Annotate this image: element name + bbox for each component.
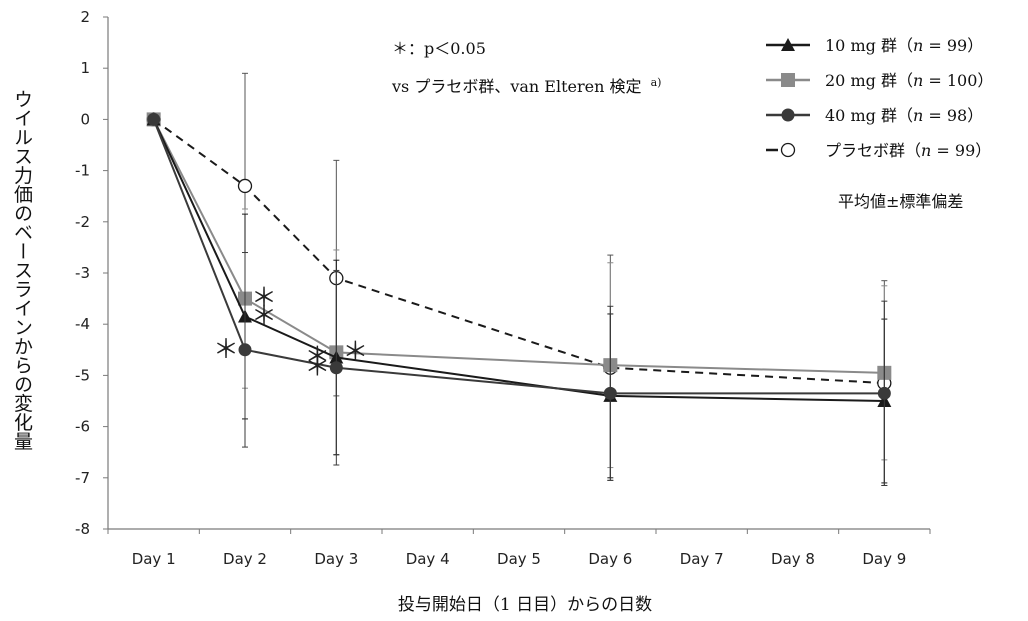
x-tick-label: Day 8 xyxy=(771,550,815,568)
data-point xyxy=(603,386,617,400)
y-tick-label: 1 xyxy=(80,59,90,77)
significance-star: ＊ xyxy=(251,284,277,314)
series-line xyxy=(152,118,885,374)
legend-label: 40 mg 群（n = 98） xyxy=(825,106,983,125)
y-tick-label: 0 xyxy=(80,110,90,128)
significance-note: ＊：p＜0.05 xyxy=(392,39,486,58)
series-2 xyxy=(147,112,891,486)
y-tick-label: -3 xyxy=(75,264,90,282)
legend-item: 40 mg 群（n = 98） xyxy=(766,106,983,125)
y-tick-label: -2 xyxy=(75,213,90,231)
data-point xyxy=(147,112,161,126)
y-tick-label: -8 xyxy=(75,520,90,538)
legend-marker xyxy=(781,38,795,51)
data-point xyxy=(237,178,253,194)
x-tick-label: Day 9 xyxy=(862,550,906,568)
y-tick-label: -1 xyxy=(75,162,90,180)
y-tick-label: -4 xyxy=(75,315,90,333)
series-line xyxy=(153,118,885,385)
legend: 10 mg 群（n = 99） 20 mg 群（n = 100） 40 mg 群（n… xyxy=(766,36,993,160)
test-note-text: vs プラセボ群、van Elteren 検定 xyxy=(391,77,642,96)
x-tick-label: Day 4 xyxy=(406,550,450,568)
legend-label: 10 mg 群（n = 99） xyxy=(825,36,983,55)
significance-star: ＊ xyxy=(342,337,368,367)
significance-star: ＊ xyxy=(213,335,239,365)
x-tick-label: Day 3 xyxy=(314,550,358,568)
y-tick-label: -6 xyxy=(75,418,90,436)
x-tick-label: Day 5 xyxy=(497,550,541,568)
legend-label: 20 mg 群（n = 100） xyxy=(825,71,993,90)
data-point xyxy=(329,361,343,375)
y-tick-label: -5 xyxy=(75,366,90,384)
series-line xyxy=(152,118,885,402)
y-tick-label: 2 xyxy=(80,8,90,26)
test-note-superscript: a) xyxy=(651,76,662,89)
x-tick-label: Day 2 xyxy=(223,550,267,568)
significance-star: ＊ xyxy=(304,353,330,383)
axes: 2 1 0 -1 -2 -3 -4 -5 -6 -7 -8 Day 1 Day 2 Day 3 Day 4 D… xyxy=(75,8,931,568)
significance-star: ＊ xyxy=(304,342,330,372)
legend-marker xyxy=(781,73,795,87)
legend-item: 20 mg 群（n = 100） xyxy=(766,71,993,90)
x-tick-label: Day 6 xyxy=(588,550,632,568)
data-point xyxy=(238,343,252,357)
series-layer xyxy=(146,72,892,486)
x-tick-label: Day 1 xyxy=(132,550,176,568)
stat-note: 平均値±標準偏差 xyxy=(838,192,963,211)
significance-star: ＊ xyxy=(251,302,277,332)
legend-marker xyxy=(781,108,795,122)
legend-item: 10 mg 群（n = 99） xyxy=(766,36,983,55)
legend-marker xyxy=(780,142,796,158)
x-axis-label: 投与開始日（1 日目）からの日数 xyxy=(398,595,652,615)
y-axis-label: ウイルス力価のベースラインからの変化量 xyxy=(11,90,33,451)
y-tick-label: -7 xyxy=(75,469,90,487)
series-3 xyxy=(146,72,892,486)
test-note: vs プラセボ群、van Elteren 検定 a) xyxy=(391,76,661,96)
data-point xyxy=(877,386,891,400)
series-line xyxy=(152,119,885,395)
legend-label: プラセボ群（n = 99） xyxy=(825,141,991,160)
x-tick-label: Day 7 xyxy=(680,550,724,568)
significance-stars: ＊＊＊＊＊＊ xyxy=(213,284,368,383)
legend-item: プラセボ群（n = 99） xyxy=(766,141,991,160)
